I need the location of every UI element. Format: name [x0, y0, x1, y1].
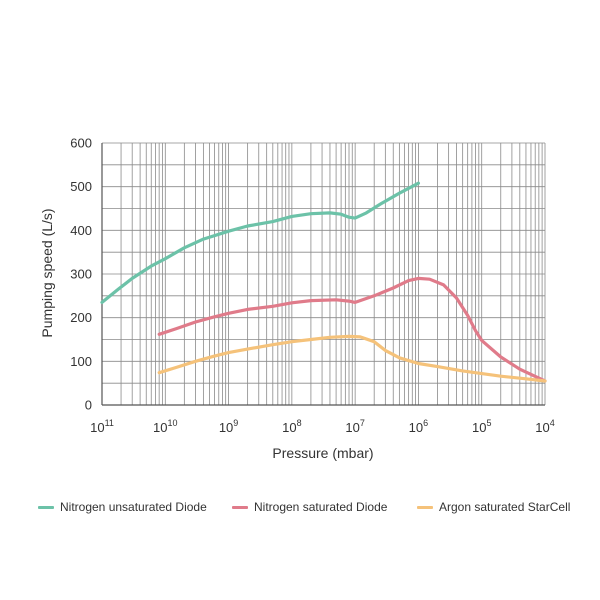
- x-tick-label: 109: [219, 418, 238, 435]
- tick-exponent: 6: [423, 418, 428, 428]
- legend-label: Argon saturated StarCell: [439, 500, 571, 514]
- y-tick-labels: 0 100 200 300 400 500 600: [70, 136, 92, 413]
- legend: Nitrogen unsaturated Diode Nitrogen satu…: [0, 500, 600, 520]
- axes: [101, 143, 545, 406]
- x-tick-label: 1010: [153, 418, 177, 435]
- series-line-2: [157, 334, 547, 383]
- tick-exponent: 7: [360, 418, 365, 428]
- legend-swatch: [232, 505, 248, 509]
- x-tick-label: 107: [345, 418, 364, 435]
- tick-base: 10: [535, 420, 549, 435]
- legend-label: Nitrogen saturated Diode: [254, 500, 388, 514]
- x-tick-label: 105: [472, 418, 491, 435]
- tick-exponent: 4: [550, 418, 555, 428]
- tick-exponent: 8: [297, 418, 302, 428]
- y-tick-label: 100: [70, 354, 92, 369]
- tick-base: 10: [153, 420, 167, 435]
- legend-item-argon-saturated: Argon saturated StarCell: [417, 500, 570, 514]
- x-tick-labels: 1011 1010 109 108 107 106 105 104: [90, 418, 555, 435]
- tick-base: 10: [90, 420, 104, 435]
- y-tick-label: 300: [70, 267, 92, 282]
- y-tick-label: 500: [70, 179, 92, 194]
- legend-item-nitrogen-saturated: Nitrogen saturated Diode: [232, 500, 387, 514]
- y-tick-label: 600: [70, 136, 92, 151]
- tick-exponent: 11: [105, 418, 114, 428]
- tick-base: 10: [409, 420, 423, 435]
- series-line-1: [157, 276, 547, 383]
- y-axis-label: Pumping speed (L/s): [39, 208, 55, 337]
- legend-item-nitrogen-unsaturated: Nitrogen unsaturated Diode: [38, 500, 207, 514]
- tick-base: 10: [282, 420, 296, 435]
- tick-base: 10: [345, 420, 359, 435]
- x-tick-label: 108: [282, 418, 301, 435]
- legend-swatch: [417, 505, 433, 509]
- grid: [101, 142, 546, 406]
- tick-exponent: 10: [168, 418, 178, 428]
- x-tick-label: 104: [535, 418, 554, 435]
- tick-exponent: 9: [233, 418, 238, 428]
- x-tick-label: 106: [409, 418, 428, 435]
- x-tick-label: 1011: [90, 418, 114, 435]
- legend-label: Nitrogen unsaturated Diode: [60, 500, 207, 514]
- legend-swatch: [38, 505, 54, 509]
- tick-base: 10: [472, 420, 486, 435]
- tick-base: 10: [219, 420, 233, 435]
- y-tick-label: 400: [70, 223, 92, 238]
- y-tick-label: 200: [70, 310, 92, 325]
- x-axis-label: Pressure (mbar): [272, 445, 373, 461]
- y-tick-label: 0: [85, 398, 92, 413]
- series-line-0: [100, 181, 420, 304]
- tick-exponent: 5: [486, 418, 491, 428]
- series-lines: [100, 181, 547, 383]
